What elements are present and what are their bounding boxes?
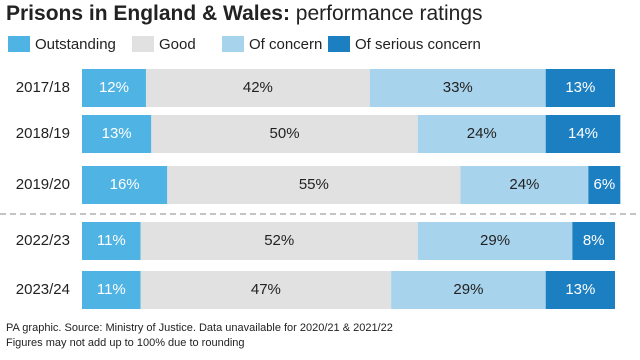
value-label: 11% <box>97 281 126 298</box>
bar-segment <box>545 69 615 107</box>
legend-swatch <box>8 36 30 52</box>
bar-segment <box>545 115 621 153</box>
bar-segment <box>82 115 152 153</box>
note: PA graphic. Source: Ministry of Justice.… <box>6 322 393 334</box>
bar-segment <box>391 271 546 309</box>
bar-segment <box>460 166 589 204</box>
bar-segment <box>167 166 461 204</box>
value-label: 50% <box>270 125 300 142</box>
legend-label: Of concern <box>249 36 322 53</box>
y-tick-label: 2023/24 <box>16 281 70 298</box>
bar-segment <box>572 222 615 260</box>
bar-segment <box>82 166 168 204</box>
value-label: 24% <box>467 125 497 142</box>
y-tick-label: 2017/18 <box>16 79 70 96</box>
bar-segment <box>369 69 546 107</box>
bar-segment <box>417 115 546 153</box>
value-label: 13% <box>565 79 595 96</box>
value-label: 29% <box>480 232 510 249</box>
bar-segment <box>417 222 573 260</box>
y-tick-label: 2022/23 <box>16 232 70 249</box>
legend-swatch <box>132 36 154 52</box>
value-label: 33% <box>443 79 473 96</box>
bar-segment <box>82 222 141 260</box>
value-label: 11% <box>97 232 126 249</box>
legend-label: Outstanding <box>35 36 116 53</box>
legend-label: Good <box>159 36 196 53</box>
value-label: 13% <box>565 281 595 298</box>
value-label: 52% <box>264 232 294 249</box>
bar-segment <box>145 69 370 107</box>
value-label: 47% <box>251 281 281 298</box>
legend-swatch <box>222 36 244 52</box>
y-tick-label: 2018/19 <box>16 125 70 142</box>
legend-label: Of serious concern <box>355 36 481 53</box>
bar-segment <box>140 222 418 260</box>
value-label: 16% <box>110 176 140 193</box>
bar-segment <box>151 115 418 153</box>
note: Figures may not add up to 100% due to ro… <box>6 337 245 349</box>
value-label: 6% <box>593 176 615 193</box>
legend-swatch <box>328 36 350 52</box>
value-label: 8% <box>583 232 605 249</box>
y-tick-label: 2019/20 <box>16 176 70 193</box>
value-label: 29% <box>453 281 483 298</box>
title-bold: Prisons in England & Wales: <box>6 2 290 25</box>
bar-segment <box>82 271 141 309</box>
value-label: 24% <box>509 176 539 193</box>
bar-segment <box>82 69 146 107</box>
bar-segment <box>545 271 615 309</box>
value-label: 14% <box>568 125 598 142</box>
value-label: 13% <box>102 125 132 142</box>
chart-title: Prisons in England & Wales: performance … <box>6 2 483 25</box>
bar-segment <box>588 166 621 204</box>
title-rest: performance ratings <box>296 2 483 25</box>
value-label: 12% <box>99 79 129 96</box>
value-label: 42% <box>243 79 273 96</box>
bar-segment <box>140 271 392 309</box>
value-label: 55% <box>299 176 329 193</box>
